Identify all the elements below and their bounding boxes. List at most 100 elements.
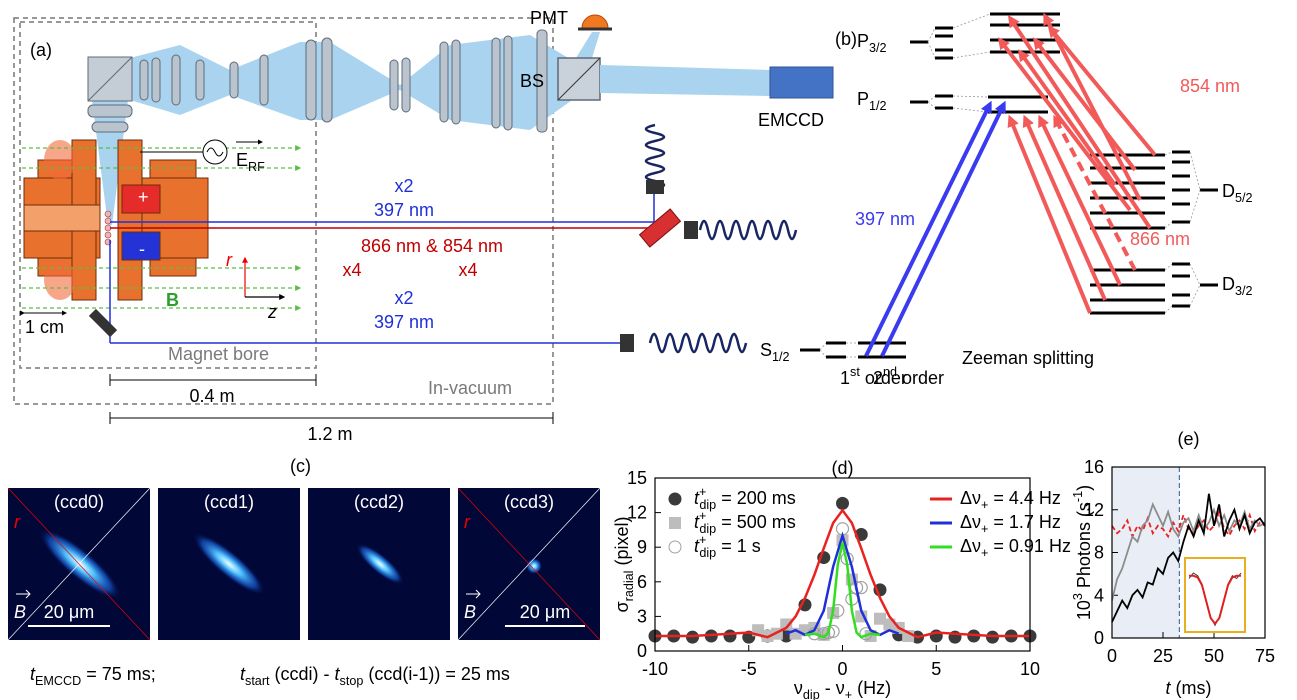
text-part: ν	[836, 678, 845, 698]
field-glow	[44, 140, 76, 180]
level-label: P1/2	[857, 89, 887, 113]
text-part: (ccdi) -	[270, 664, 335, 684]
text-part: 5/2	[1235, 191, 1253, 205]
x-tick-label: 25	[1153, 646, 1173, 666]
series-line	[804, 542, 881, 639]
axis-z: z	[267, 302, 277, 322]
distance-1-2: 1.2 m	[307, 424, 352, 444]
panel-b: (b) P3/2 P1/2 S1/2 D5/2 D3/2 854 nm 866 …	[760, 12, 1253, 388]
text-part: S	[760, 340, 772, 360]
text-part: σ	[612, 601, 632, 612]
fiber-connector	[620, 334, 634, 352]
text-part: 3/2	[1235, 284, 1253, 298]
light-beam	[576, 32, 600, 58]
text-part: t	[1166, 678, 1172, 698]
text-part: EMCCD	[35, 674, 81, 688]
text-part: -1	[1071, 491, 1085, 502]
lens	[87, 104, 133, 118]
text-part: stop	[340, 674, 364, 688]
transition-label: 866 nm	[1130, 229, 1190, 249]
text-part: +	[981, 522, 988, 536]
y-tick-label: 6	[637, 572, 647, 592]
magnet-bore-label: Magnet bore	[168, 344, 269, 364]
text-part: = 4.4 Hz	[988, 488, 1061, 508]
text-part: dip	[699, 522, 716, 536]
lens	[491, 37, 501, 129]
beam-label: 866 nm & 854 nm	[361, 236, 503, 256]
text-part: radial	[622, 571, 636, 602]
x-tick-label: 5	[931, 659, 941, 679]
y-tick-label: 0	[1094, 628, 1104, 648]
mirror	[88, 308, 118, 338]
data-point	[821, 625, 836, 640]
caption: tstart (ccdi) - tstop (ccd(i-1)) = 25 ms	[240, 664, 510, 688]
emccd-camera	[769, 66, 834, 99]
ccd-frame	[457, 487, 601, 641]
panel-c: (c) (ccd0) (ccd1) (ccd2) (ccd3) r r B B …	[7, 456, 601, 688]
lens	[451, 39, 461, 125]
text-part: (pixel)	[612, 517, 632, 571]
dichroic-mirror	[638, 208, 682, 248]
lens	[151, 57, 161, 103]
text-part: Δν	[960, 488, 981, 508]
text-part: (Hz)	[852, 678, 891, 698]
ccd-frame	[7, 487, 151, 641]
plot-frame	[1111, 466, 1266, 639]
lens	[305, 39, 317, 121]
text-part: dip	[699, 498, 716, 512]
vacuum-box	[13, 17, 554, 405]
y-tick-label: 15	[627, 468, 647, 488]
data-point	[780, 618, 793, 631]
text-part: E	[236, 150, 248, 170]
inset-box	[1184, 557, 1246, 633]
x-tick-label: 50	[1204, 646, 1224, 666]
lens	[139, 59, 149, 101]
x-axis-label: νdip - ν+ (Hz)	[794, 678, 891, 700]
ccd-frame	[308, 488, 450, 640]
lens	[195, 59, 205, 101]
lens	[536, 29, 548, 133]
legend-label: t+ dip = 1 s	[694, 533, 761, 560]
text-part: -	[820, 678, 836, 698]
text-part: = 75 ms;	[81, 664, 156, 684]
text-part: Δν	[960, 536, 981, 556]
field-b: B	[166, 290, 179, 310]
level-label: S1/2	[760, 340, 790, 364]
plot-frame	[654, 477, 1031, 652]
data-point	[723, 629, 737, 643]
y-tick-label: 4	[1094, 585, 1104, 605]
text-part: Δν	[960, 512, 981, 532]
fiber-connector	[646, 180, 664, 194]
panel-a: + - ERF r z B 1 cm Magnet bore In-vacuum…	[13, 8, 834, 444]
y-axis-label: σradial (pixel)	[612, 517, 636, 613]
in-vacuum-label: In-vacuum	[428, 378, 512, 398]
scale-label: 20 μm	[520, 602, 570, 622]
beam-multiplier: x4	[342, 260, 361, 280]
text-part: = 1 s	[716, 536, 761, 556]
legend-swatch	[669, 517, 681, 529]
text-part: st	[850, 365, 860, 379]
panel-label: (b)	[835, 29, 857, 49]
data-point	[831, 604, 845, 618]
order-label: 2nd order	[873, 365, 944, 388]
text-part: +	[845, 688, 852, 700]
legend-label: Δν+ = 1.7 Hz	[960, 512, 1061, 536]
field-glow	[44, 260, 76, 300]
text-part: t	[694, 536, 700, 556]
text-part: +	[699, 533, 706, 547]
frame-label: (ccd2)	[354, 492, 404, 512]
panel-label: (e)	[1178, 429, 1200, 449]
series-line	[1111, 493, 1266, 623]
level-label: P3/2	[857, 31, 887, 55]
inset-line	[1189, 574, 1241, 626]
b-label: B	[464, 602, 476, 622]
text-part: )	[1074, 485, 1094, 491]
rf-symbol	[206, 147, 224, 157]
text-part: t	[335, 664, 341, 684]
x-tick-label: 75	[1255, 646, 1275, 666]
frame-label: (ccd0)	[54, 492, 104, 512]
level-label: D5/2	[1222, 181, 1253, 205]
plus-sign: +	[138, 187, 149, 207]
legend-label: Δν+ = 0.91 Hz	[960, 536, 1071, 560]
